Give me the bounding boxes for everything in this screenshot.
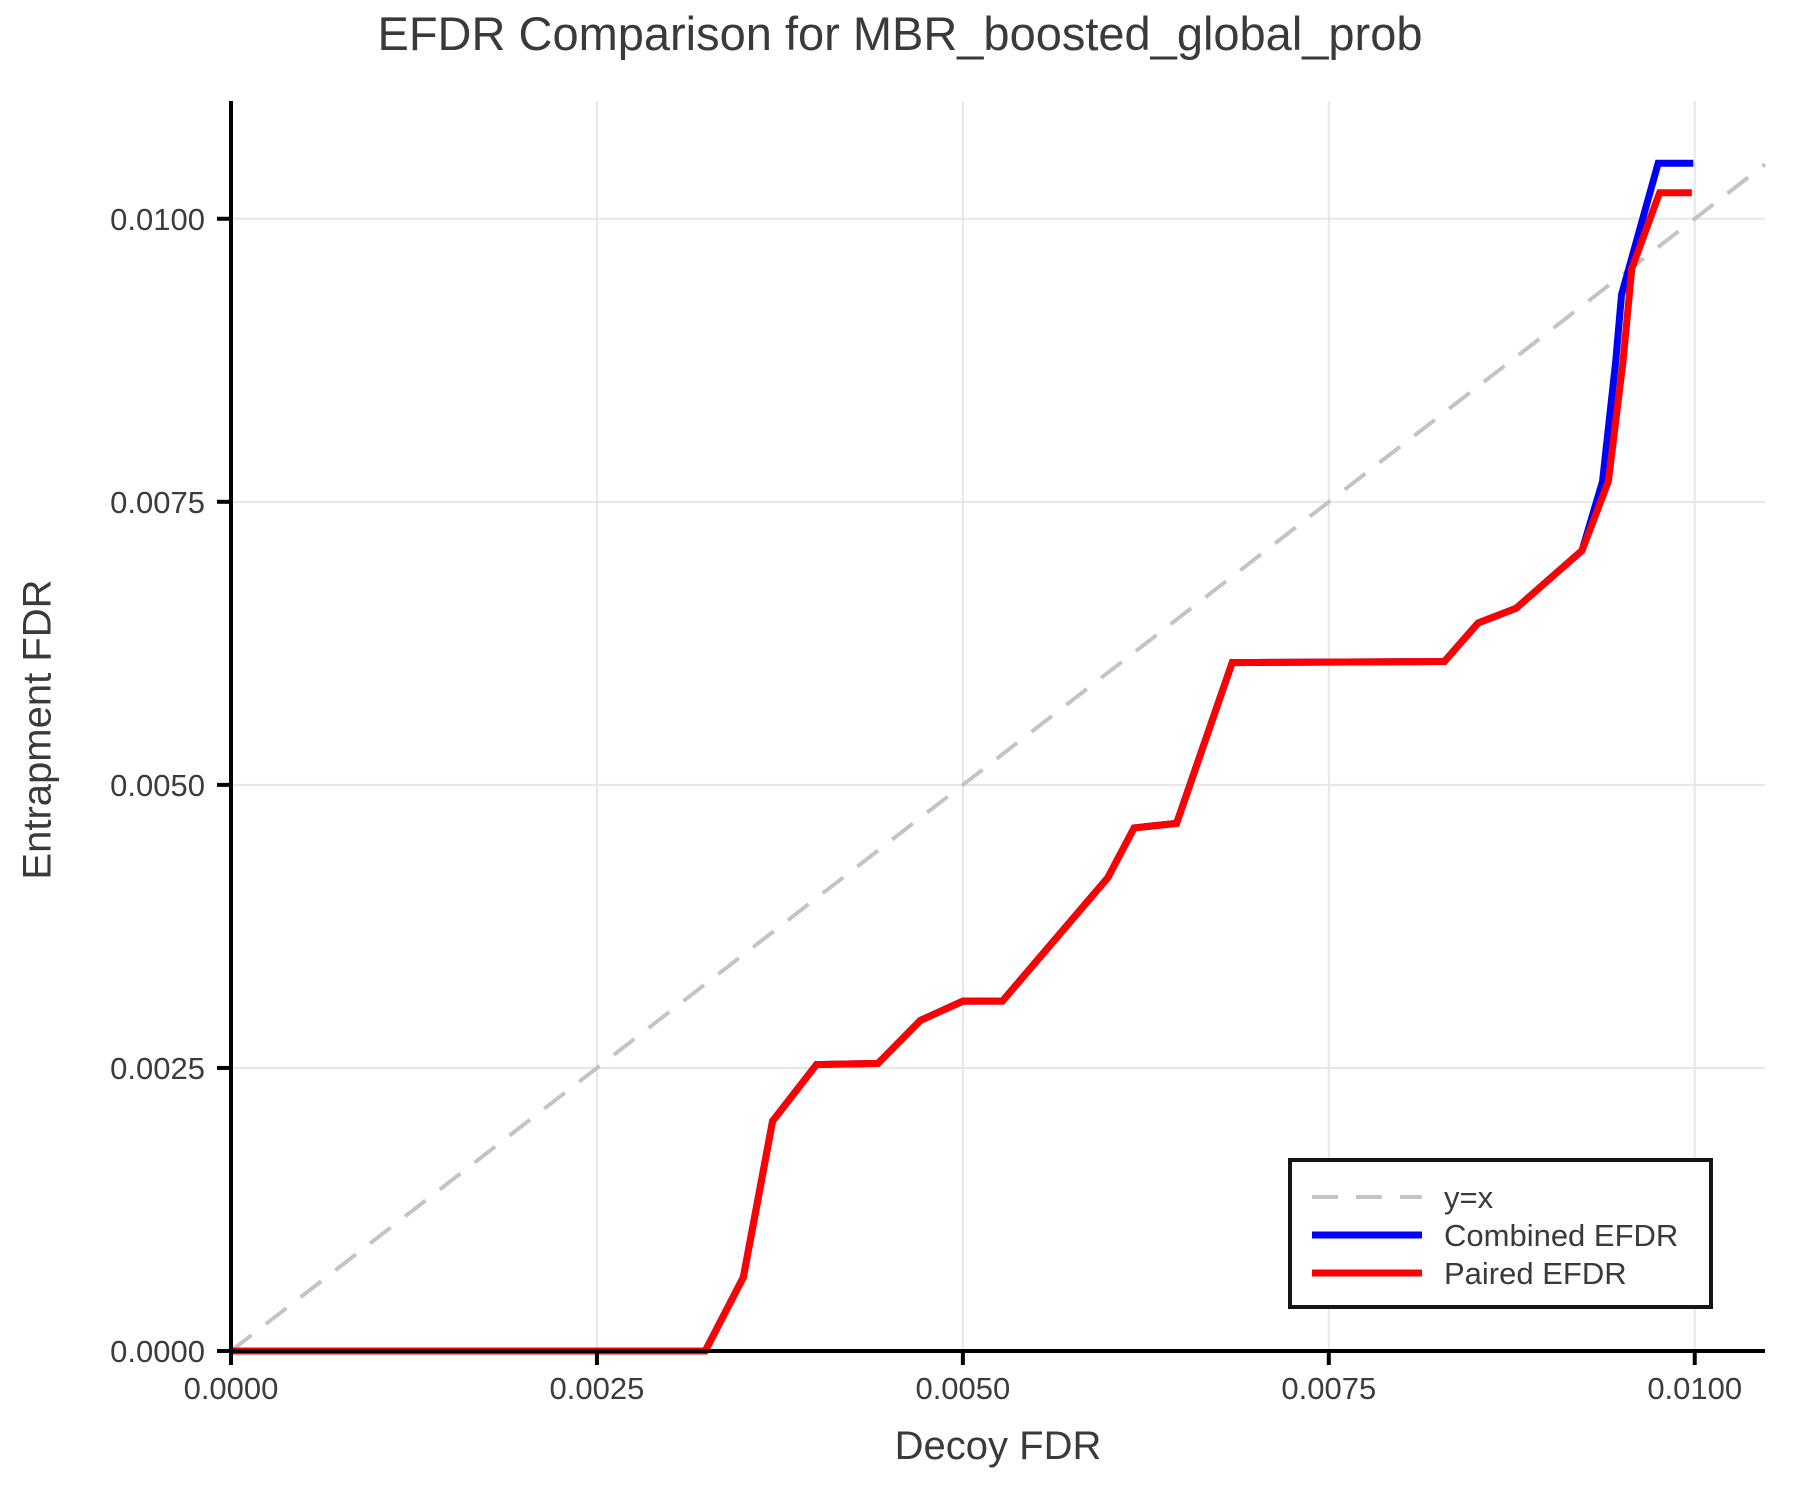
legend-line-swatch [1312, 1269, 1422, 1277]
x-axis-label: Decoy FDR [894, 1424, 1102, 1468]
x-tick-label: 0.0000 [184, 1371, 279, 1406]
legend-label: Paired EFDR [1444, 1255, 1627, 1291]
identity-line [229, 162, 1767, 1353]
x-tick-label: 0.0075 [1281, 1371, 1376, 1406]
y-tick-label: 0.0025 [110, 1051, 205, 1086]
legend: y=x Combined EFDR Paired EFDR [1288, 1158, 1713, 1309]
legend-item: y=x [1312, 1178, 1709, 1216]
chart-title: EFDR Comparison for MBR_boosted_global_p… [377, 7, 1423, 60]
y-tick-label: 0.0050 [110, 768, 205, 803]
legend-label: Combined EFDR [1444, 1217, 1679, 1253]
legend-line-swatch [1312, 1231, 1422, 1239]
legend-label: y=x [1444, 1179, 1494, 1215]
y-tick-label: 0.0000 [110, 1334, 205, 1369]
y-tick-label: 0.0075 [110, 485, 205, 520]
x-tick-label: 0.0050 [915, 1371, 1010, 1406]
y-tick-label: 0.0100 [110, 202, 205, 237]
x-tick-label: 0.0100 [1647, 1371, 1742, 1406]
legend-item: Paired EFDR [1312, 1254, 1709, 1292]
legend-line-swatch [1312, 1195, 1422, 1199]
x-tick-label: 0.0025 [550, 1371, 645, 1406]
paired-efdr-line [231, 189, 1692, 1355]
legend-item: Combined EFDR [1312, 1216, 1709, 1254]
